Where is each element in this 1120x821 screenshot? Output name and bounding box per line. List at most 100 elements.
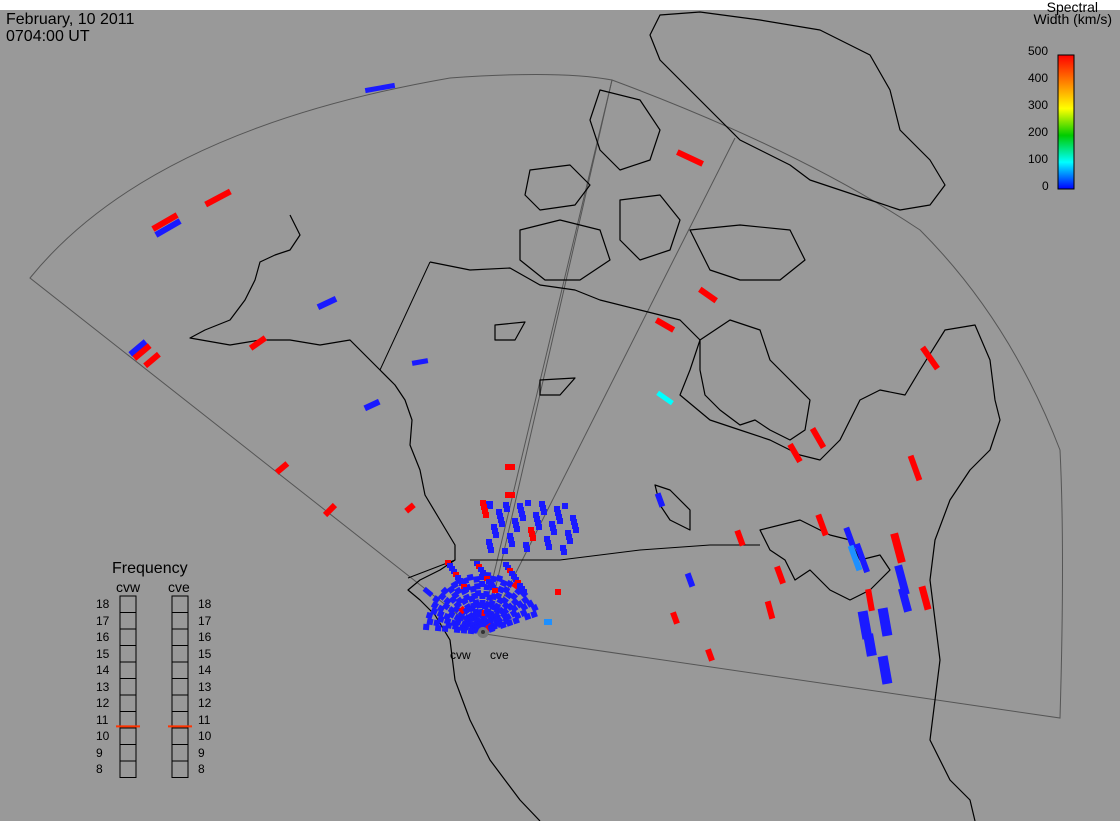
- echo-cell: [422, 586, 434, 598]
- coast-island-7: [494, 321, 526, 341]
- echo-cell: [505, 619, 514, 627]
- echo-cell: [705, 648, 715, 662]
- echo-cell: [504, 506, 510, 512]
- echo-cell: [502, 548, 508, 554]
- echo-scatter: [128, 82, 940, 685]
- echo-cell: [540, 505, 546, 511]
- freq-tick-label: 10: [96, 729, 110, 743]
- echo-cell: [474, 561, 480, 566]
- echo-cell: [499, 621, 507, 629]
- echo-cell: [557, 518, 563, 524]
- echo-cell: [573, 527, 579, 533]
- coast-island-1: [589, 89, 661, 171]
- echo-cell: [143, 351, 161, 369]
- coast-alaska-westcoast: [189, 214, 541, 821]
- echo-cell: [533, 512, 539, 518]
- freq-tick-label: 16: [198, 630, 212, 644]
- freq-tick-label: 12: [198, 696, 212, 710]
- freq-tick-label: 11: [198, 712, 211, 727]
- colorbar-tick: 500: [1028, 44, 1049, 58]
- freq-tick-label: 11: [96, 712, 109, 727]
- echo-cell: [450, 580, 459, 589]
- echo-cell: [436, 610, 445, 618]
- echo-cell: [847, 544, 863, 572]
- freq-tick-label: 18: [198, 597, 212, 611]
- freq-tick-label: 12: [96, 696, 110, 710]
- echo-cell: [505, 492, 515, 498]
- freq-tick-label: 9: [198, 745, 205, 760]
- echo-cell: [473, 576, 480, 583]
- echo-cell: [440, 586, 450, 596]
- echo-cell: [432, 595, 441, 604]
- near-range-echo-fan: [422, 571, 539, 635]
- echo-cell: [561, 549, 567, 555]
- echo-cell: [546, 544, 552, 550]
- echo-cell: [517, 503, 523, 509]
- echo-cell: [513, 522, 519, 528]
- echo-cell: [520, 515, 526, 521]
- site-dot: [481, 630, 485, 634]
- echo-cell: [515, 580, 521, 585]
- echo-cell: [363, 398, 381, 412]
- echo-cell: [555, 510, 561, 516]
- fov-west-outline: [29, 73, 613, 633]
- freq-tick-label: 8: [96, 762, 103, 776]
- echo-cell: [404, 502, 416, 514]
- echo-cell: [656, 390, 674, 406]
- coast-island-3: [519, 219, 611, 281]
- echo-cell: [551, 529, 557, 535]
- echo-cell: [204, 188, 232, 208]
- echo-cell: [466, 573, 475, 582]
- echo-cell: [455, 575, 461, 580]
- echo-cell: [907, 454, 923, 482]
- echo-cell: [503, 562, 509, 567]
- echo-cell: [479, 580, 486, 588]
- freq-tick-label: 13: [96, 679, 110, 694]
- time-label: 0704:00 UT: [6, 28, 90, 45]
- echo-cell: [544, 536, 550, 542]
- echo-cell: [556, 514, 562, 520]
- echo-cell: [476, 564, 482, 569]
- echo-cell: [509, 571, 515, 576]
- echo-cell: [541, 509, 547, 515]
- echo-cell: [497, 585, 505, 594]
- echo-cell: [566, 534, 572, 540]
- echo-cell: [509, 541, 515, 547]
- echo-cell: [488, 582, 494, 587]
- fov-east-outline: [484, 79, 1063, 719]
- echo-cell: [555, 589, 561, 595]
- echo-cell: [534, 516, 540, 522]
- echo-cell: [545, 540, 551, 546]
- echo-cell: [483, 512, 489, 518]
- echo-cell: [274, 461, 290, 475]
- echo-cell: [517, 583, 523, 588]
- echo-cell: [411, 358, 429, 366]
- echo-cell: [503, 502, 509, 508]
- echo-cell: [364, 82, 396, 94]
- freq-tick-label: 15: [96, 646, 110, 661]
- echo-cell: [498, 517, 504, 523]
- echo-cell: [457, 578, 463, 583]
- echo-cell: [437, 615, 445, 623]
- frequency-title: Frequency: [112, 560, 188, 577]
- echo-cell: [248, 335, 268, 351]
- echo-cell: [894, 564, 910, 596]
- echo-cell: [495, 574, 504, 583]
- echo-cell: [488, 547, 494, 553]
- freq-tick-label: 9: [96, 745, 103, 760]
- echo-cell: [670, 611, 680, 625]
- echo-cell: [151, 212, 179, 232]
- freq-box: [171, 760, 189, 778]
- echo-cell: [787, 442, 803, 464]
- echo-cell: [430, 607, 439, 616]
- echo-cell: [507, 568, 513, 573]
- echo-cell: [434, 624, 442, 632]
- echo-cell: [454, 586, 463, 595]
- echo-cell: [549, 521, 555, 527]
- echo-cell: [483, 501, 493, 509]
- echo-cell: [128, 339, 148, 357]
- echo-cell: [535, 520, 541, 526]
- echo-cell: [496, 509, 502, 515]
